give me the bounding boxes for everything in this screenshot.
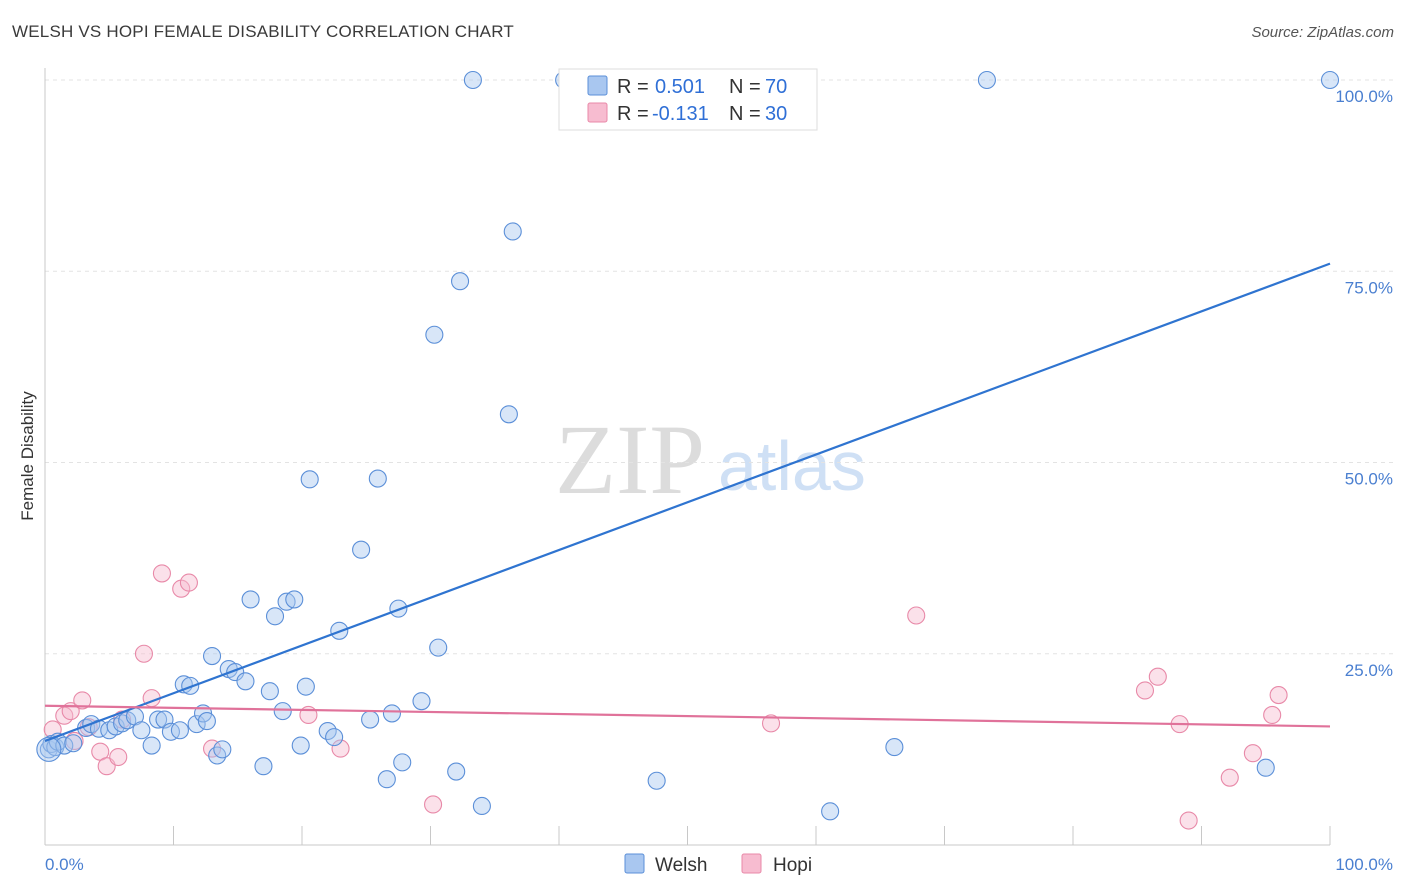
legend-hopi-r-label: R = — [617, 103, 649, 125]
welsh-point — [429, 638, 448, 657]
welsh-point — [197, 712, 216, 731]
bottom-legend-welsh-label: Welsh — [655, 855, 707, 876]
hopi-point — [907, 606, 926, 625]
source-label: Source: ZipAtlas.com — [1251, 24, 1394, 41]
legend-welsh-n-label: N = — [729, 76, 761, 98]
hopi-point — [152, 564, 171, 583]
y-tick-label: 75.0% — [1345, 278, 1393, 297]
bottom-legend: Welsh Hopi — [624, 853, 812, 876]
welsh-point — [1256, 758, 1275, 777]
hopi-point — [1179, 811, 1198, 830]
y-tick-label: 25.0% — [1345, 661, 1393, 680]
trend-lines — [44, 262, 1331, 742]
gridlines — [45, 79, 1393, 655]
hopi-point — [424, 795, 443, 814]
welsh-point — [325, 728, 344, 747]
welsh-point — [447, 762, 466, 781]
welsh-point — [377, 770, 396, 789]
hopi-trend-line — [44, 704, 1331, 728]
hopi-point — [109, 747, 128, 767]
welsh-point — [296, 677, 315, 696]
axes — [44, 68, 1331, 846]
hopi-point — [1243, 744, 1262, 763]
welsh-point — [472, 796, 491, 816]
welsh-point — [149, 710, 168, 729]
welsh-point — [352, 540, 371, 559]
y-tick-label: 100.0% — [1335, 87, 1393, 106]
hopi-point — [1135, 681, 1155, 700]
hopi-point — [1148, 667, 1167, 686]
x-tick-label: 100.0% — [1335, 855, 1393, 874]
data-points — [36, 70, 1340, 830]
welsh-point — [187, 715, 206, 734]
hopi-point — [1269, 686, 1288, 705]
legend-hopi-r-value: -0.131 — [652, 103, 709, 125]
welsh-point — [393, 753, 412, 772]
hopi-point — [134, 644, 153, 663]
x-tick-label: 0.0% — [45, 855, 84, 874]
legend-welsh-swatch — [587, 75, 608, 96]
hopi-point — [761, 714, 781, 733]
bottom-legend-welsh-swatch — [624, 853, 645, 874]
hopi-point — [73, 691, 92, 710]
welsh-point — [260, 682, 279, 701]
legend-hopi-n-value: 30 — [765, 103, 787, 125]
welsh-point — [142, 736, 161, 755]
welsh-point — [361, 710, 380, 729]
legend-hopi-swatch — [587, 102, 608, 123]
bottom-legend-hopi-swatch — [741, 853, 762, 874]
welsh-point — [412, 692, 431, 711]
welsh-point — [254, 757, 273, 776]
welsh-point — [273, 702, 292, 721]
welsh-point — [821, 802, 840, 821]
welsh-point — [170, 721, 189, 740]
welsh-point — [236, 672, 255, 691]
welsh-point — [463, 70, 482, 90]
welsh-point — [203, 646, 222, 666]
welsh-point — [885, 738, 904, 757]
chart-title: WELSH VS HOPI FEMALE DISABILITY CORRELAT… — [12, 22, 514, 41]
welsh-point — [213, 740, 232, 759]
legend-welsh-r-value: 0.501 — [655, 76, 705, 98]
welsh-point — [425, 325, 444, 344]
welsh-point — [132, 721, 151, 740]
legend-welsh-r-label: R = — [617, 76, 649, 98]
welsh-point — [499, 405, 518, 424]
legend-welsh-n-value: 70 — [765, 76, 787, 98]
welsh-point — [503, 222, 522, 241]
hopi-point — [55, 706, 74, 725]
legend-hopi-n-label: N = — [729, 103, 761, 125]
welsh-point — [36, 736, 62, 762]
y-tick-label: 50.0% — [1345, 470, 1393, 489]
welsh-point — [368, 469, 387, 488]
bottom-legend-hopi-label: Hopi — [773, 855, 812, 876]
welsh-point — [382, 704, 402, 723]
hopi-point — [179, 573, 198, 592]
watermark-atlas: atlas — [718, 427, 866, 505]
watermark-zip: ZIP — [555, 404, 705, 515]
welsh-trend-line — [44, 262, 1331, 742]
welsh-point — [64, 734, 83, 753]
welsh-point — [647, 771, 666, 790]
hopi-point — [1263, 705, 1282, 725]
hopi-point — [331, 739, 350, 758]
welsh-point — [291, 736, 310, 755]
welsh-point — [161, 722, 180, 741]
top-legend: R = 0.501 N = 70 R = -0.131 N = 30 — [558, 68, 818, 131]
welsh-point — [285, 590, 304, 609]
y-axis-label: Female Disability — [18, 391, 37, 521]
welsh-point — [241, 590, 260, 609]
welsh-point — [1320, 70, 1340, 90]
welsh-point — [977, 70, 996, 90]
welsh-point — [451, 272, 470, 291]
welsh-point — [265, 607, 285, 626]
hopi-point — [1220, 768, 1239, 787]
tick-labels: 25.0% 50.0% 75.0% 100.0% 0.0% 100.0% — [45, 87, 1393, 874]
welsh-point — [300, 470, 319, 489]
